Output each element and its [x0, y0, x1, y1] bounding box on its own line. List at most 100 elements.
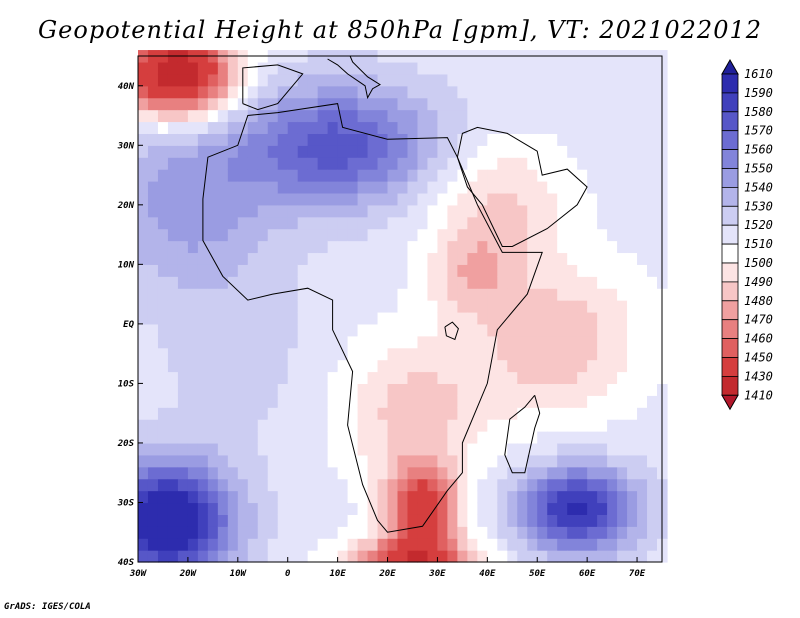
field-cell	[407, 454, 419, 468]
field-cell	[647, 288, 658, 301]
field-cell	[577, 454, 588, 468]
field-cell	[537, 538, 548, 551]
field-cell	[597, 192, 608, 206]
field-cell	[277, 538, 289, 551]
field-cell	[217, 490, 229, 504]
field-cell	[277, 454, 289, 468]
field-cell	[397, 502, 409, 515]
lat-tick-label: 30S	[117, 498, 135, 508]
field-cell	[177, 61, 189, 75]
field-cell	[327, 204, 339, 218]
field-cell	[197, 514, 209, 527]
field-cell	[547, 347, 558, 361]
field-cell	[517, 85, 528, 99]
field-cell	[487, 192, 498, 206]
field-cell	[347, 383, 359, 396]
field-cell	[417, 228, 429, 242]
field-cell	[157, 288, 169, 301]
field-cell	[287, 407, 299, 420]
field-cell	[207, 347, 219, 361]
field-cell	[157, 407, 169, 420]
field-cell	[567, 490, 578, 504]
field-cell	[217, 133, 229, 146]
field-cell	[467, 133, 478, 146]
field-cell	[157, 73, 169, 87]
field-cell	[237, 347, 249, 361]
field-cell	[177, 204, 189, 218]
field-cell	[307, 335, 319, 349]
field-cell	[157, 228, 169, 242]
field-cell	[138, 442, 149, 456]
field-cell	[377, 359, 389, 373]
field-cell	[347, 216, 359, 230]
field-cell	[227, 288, 239, 301]
field-cell	[177, 502, 189, 515]
field-cell	[207, 538, 219, 551]
field-cell	[507, 526, 518, 539]
field-cell	[177, 300, 189, 313]
field-cell	[527, 454, 538, 468]
field-cell	[417, 323, 429, 337]
field-cell	[527, 228, 538, 242]
field-cell	[297, 550, 309, 563]
field-cell	[327, 145, 339, 158]
field-cell	[257, 311, 269, 325]
field-cell	[597, 478, 608, 492]
field-cell	[617, 228, 628, 242]
field-cell	[447, 311, 458, 325]
field-cell	[377, 466, 389, 480]
field-cell	[497, 466, 508, 480]
field-cell	[557, 347, 568, 361]
field-cell	[557, 276, 568, 289]
field-cell	[307, 407, 319, 420]
field-cell	[417, 371, 429, 385]
field-cell	[427, 550, 439, 563]
field-cell	[507, 192, 518, 206]
field-cell	[447, 240, 458, 254]
field-cell	[487, 323, 498, 337]
field-cell	[367, 478, 379, 492]
field-cell	[217, 514, 229, 527]
field-cell	[557, 264, 568, 277]
field-cell	[637, 181, 648, 194]
field-cell	[138, 73, 149, 87]
field-cell	[197, 466, 209, 480]
field-cell	[507, 395, 518, 408]
field-cell	[227, 419, 239, 432]
field-cell	[467, 252, 478, 265]
field-cell	[397, 514, 409, 527]
field-cell	[617, 145, 628, 158]
field-cell	[567, 264, 578, 277]
field-cell	[147, 407, 159, 420]
field-cell	[577, 514, 588, 527]
field-cell	[587, 538, 598, 551]
field-cell	[517, 300, 528, 313]
field-cell	[147, 538, 159, 551]
field-cell	[427, 73, 439, 87]
field-cell	[167, 347, 179, 361]
field-cell	[547, 442, 558, 456]
field-cell	[467, 323, 478, 337]
field-cell	[627, 109, 638, 123]
field-cell	[567, 323, 578, 337]
field-cell	[267, 478, 279, 492]
field-cell	[227, 466, 239, 480]
field-cell	[387, 216, 399, 230]
field-cell	[297, 73, 309, 87]
field-cell	[307, 61, 319, 75]
field-cell	[467, 371, 478, 385]
field-cell	[367, 514, 379, 527]
field-cell	[297, 121, 309, 134]
field-cell	[597, 371, 608, 385]
field-cell	[167, 335, 179, 349]
field-cell	[357, 133, 369, 146]
field-cell	[557, 514, 568, 527]
field-cell	[597, 73, 608, 87]
field-cell	[177, 526, 189, 539]
field-cell	[557, 371, 568, 385]
field-cell	[327, 264, 339, 277]
field-cell	[177, 407, 189, 420]
field-cell	[457, 550, 468, 563]
field-cell	[627, 133, 638, 146]
field-cell	[407, 121, 419, 134]
